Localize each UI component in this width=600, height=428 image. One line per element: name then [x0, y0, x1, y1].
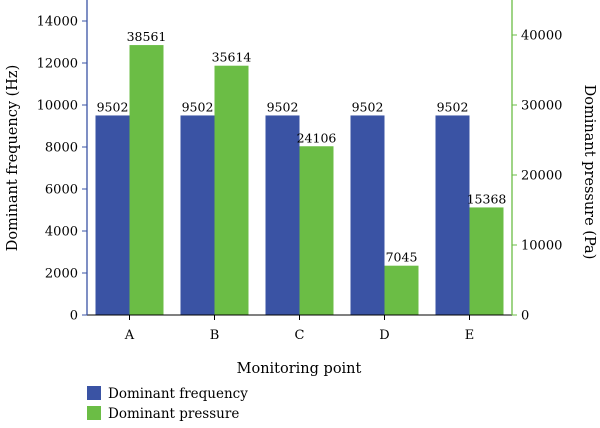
- left-tick-label: 6000: [45, 183, 78, 198]
- value-label-pressure-C: 24106: [297, 130, 337, 145]
- value-label-frequency-D: 9502: [352, 99, 384, 114]
- x-tick-label-A: A: [124, 328, 135, 343]
- x-tick-label-B: B: [210, 328, 220, 343]
- right-tick-label: 0: [521, 309, 529, 324]
- bar-pressure-D: [384, 265, 419, 315]
- x-tick-label-C: C: [295, 328, 305, 343]
- left-tick-label: 0: [70, 309, 78, 324]
- x-axis-title: Monitoring point: [237, 361, 362, 377]
- value-label-frequency-A: 9502: [97, 99, 129, 114]
- bar-pressure-B: [214, 65, 249, 316]
- legend-swatch-frequency: [87, 386, 101, 400]
- legend-label-frequency: Dominant frequency: [108, 386, 248, 402]
- bar-frequency-C: [265, 115, 300, 315]
- right-tick-label: 10000: [521, 239, 562, 254]
- left-tick-label: 12000: [37, 57, 78, 72]
- value-label-frequency-C: 9502: [267, 99, 299, 114]
- value-label-pressure-B: 35614: [212, 50, 252, 65]
- left-axis-title: Dominant frequency (Hz): [5, 65, 21, 251]
- legend-swatch-pressure: [87, 406, 101, 420]
- left-tick-label: 14000: [37, 15, 78, 30]
- legend: Dominant frequency Dominant pressure: [87, 386, 248, 422]
- left-tick-label: 10000: [37, 99, 78, 114]
- bar-frequency-E: [435, 115, 470, 315]
- right-tick-label: 20000: [521, 169, 562, 184]
- left-tick-label: 4000: [45, 225, 78, 240]
- right-axis-title: Dominant pressure (Pa): [581, 85, 597, 260]
- bar-frequency-A: [95, 115, 130, 315]
- axes-layer: A B C D E 0 2000 4000 6000 8000 10000 12000 14000 0 10…: [37, 0, 562, 343]
- legend-label-pressure: Dominant pressure: [108, 406, 239, 422]
- x-tick-label-D: D: [379, 328, 389, 343]
- value-label-frequency-B: 9502: [182, 99, 214, 114]
- value-label-pressure-E: 15368: [467, 191, 507, 206]
- bar-pressure-C: [299, 146, 334, 315]
- left-tick-label: 8000: [45, 141, 78, 156]
- x-tick-label-E: E: [465, 328, 475, 343]
- bar-frequency-B: [180, 115, 215, 315]
- bars-layer: [95, 45, 504, 316]
- value-labels-layer: 9502 38561 9502 35614 9502 24106 9502 7045 9502 1…: [97, 29, 507, 265]
- bar-frequency-D: [350, 115, 385, 315]
- bar-pressure-E: [469, 207, 504, 315]
- value-label-frequency-E: 9502: [437, 99, 469, 114]
- bar-pressure-A: [129, 45, 164, 316]
- right-tick-label: 40000: [521, 29, 562, 44]
- value-label-pressure-D: 7045: [386, 250, 418, 265]
- left-tick-label: 2000: [45, 267, 78, 282]
- right-tick-label: 30000: [521, 99, 562, 114]
- value-label-pressure-A: 38561: [127, 29, 167, 44]
